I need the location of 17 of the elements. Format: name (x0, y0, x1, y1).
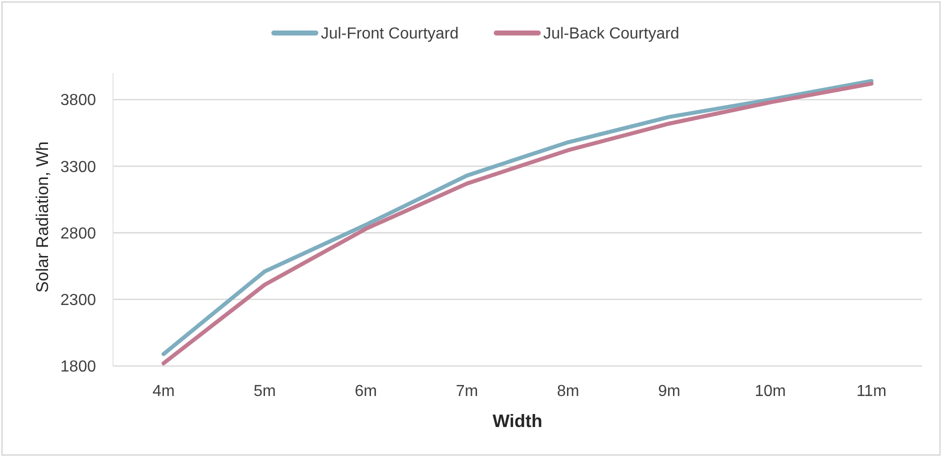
y-tick-label: 3300 (60, 158, 96, 176)
legend-label: Jul-Front Courtyard (320, 26, 459, 43)
legend-label: Jul-Back Courtyard (543, 26, 680, 43)
y-tick-label: 1800 (60, 358, 96, 376)
x-tick-label: 8m (556, 383, 580, 400)
x-tick-label: 11m (856, 383, 886, 400)
x-axis-title: Width (492, 411, 542, 431)
x-tick-label: 10m (754, 383, 786, 400)
y-axis-title: Solar Radiation, Wh (33, 141, 52, 293)
y-tick-label: 3800 (60, 92, 96, 110)
y-tick-label: 2800 (60, 225, 96, 242)
x-tick-label: 7m (456, 383, 478, 400)
x-tick-label: 5m (254, 383, 276, 400)
y-tick-label: 2300 (60, 292, 96, 310)
x-tick-label: 9m (658, 383, 680, 400)
x-tick-label: 4m (152, 383, 175, 400)
x-tick-label: 6m (354, 383, 377, 400)
